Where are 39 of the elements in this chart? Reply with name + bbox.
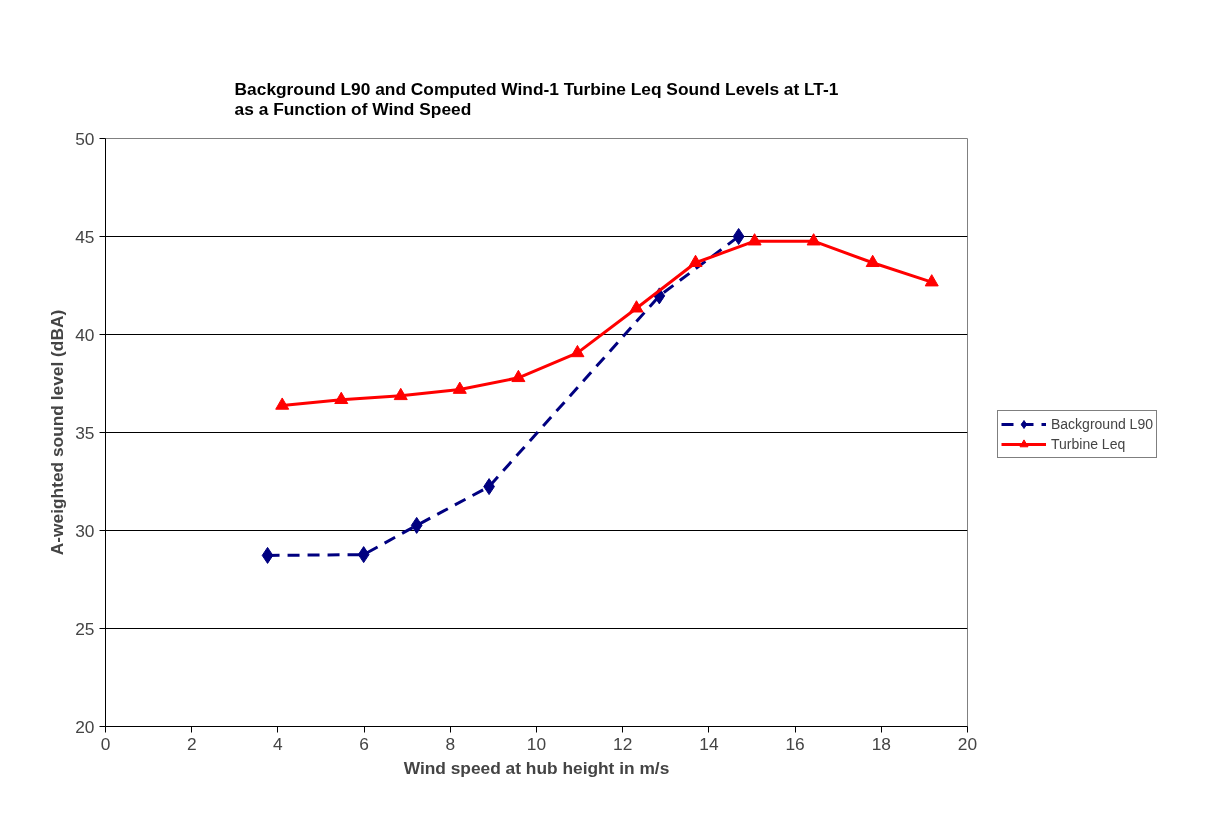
y-tick-label: 50 [75, 128, 95, 149]
y-tick-label: 40 [75, 324, 95, 345]
x-tick-label: 0 [100, 733, 111, 754]
point [629, 300, 644, 313]
x-tick-label: 10 [526, 733, 547, 754]
x-tick-label: 6 [359, 733, 369, 754]
y-tick-label: 25 [75, 618, 95, 639]
x-tick-label: 16 [785, 733, 805, 754]
point [275, 397, 290, 410]
point [924, 274, 939, 287]
x-tick-label: 20 [957, 733, 978, 754]
chart-title: Background L90 and Computed Wind-1 Turbine Leq Sound Levels at LT-1 as a Function of Wind Speed [234, 78, 839, 119]
point [732, 228, 745, 245]
point [570, 344, 585, 358]
y-tick-label: 35 [75, 422, 95, 443]
x-tick-label: 14 [699, 733, 719, 754]
point [806, 233, 821, 246]
x-tick-label: 4 [273, 733, 284, 754]
point [865, 254, 880, 268]
point [410, 516, 423, 534]
point [357, 546, 370, 564]
x-axis-title: Wind speed at hub height in m/s [403, 757, 670, 778]
point [334, 391, 349, 405]
point [747, 233, 762, 246]
y-tick-label: 30 [75, 520, 95, 541]
point [511, 369, 526, 383]
y-tick-label: 20 [75, 716, 95, 737]
x-tick-label: 8 [445, 733, 456, 754]
y-tick-label: 45 [75, 226, 95, 247]
y-axis-title: A-weighted sound level (dBA) [47, 309, 68, 556]
point [688, 254, 703, 268]
legend-label: Turbine Leq [1051, 436, 1126, 452]
x-tick-label: 18 [871, 733, 891, 754]
x-tick-label: 12 [613, 733, 633, 754]
point [452, 381, 467, 394]
legend-label: Background L90 [1051, 416, 1153, 432]
point [261, 546, 274, 564]
x-tick-label: 2 [186, 733, 197, 754]
point [393, 387, 408, 401]
